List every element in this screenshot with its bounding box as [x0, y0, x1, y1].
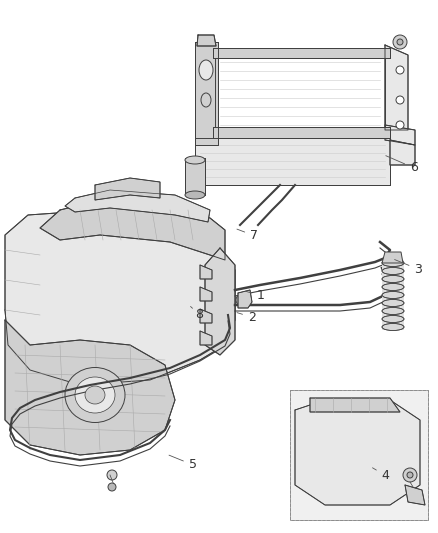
Ellipse shape [65, 367, 125, 423]
Circle shape [396, 121, 404, 129]
Ellipse shape [382, 260, 404, 266]
Polygon shape [95, 178, 160, 200]
Text: 5: 5 [169, 455, 197, 471]
Ellipse shape [382, 276, 404, 282]
Polygon shape [382, 260, 404, 330]
Bar [290, 390, 428, 520]
Polygon shape [310, 398, 400, 412]
Ellipse shape [382, 292, 404, 298]
Polygon shape [385, 45, 408, 130]
Polygon shape [40, 200, 225, 260]
Polygon shape [5, 320, 175, 455]
Ellipse shape [382, 300, 404, 306]
Circle shape [397, 39, 403, 45]
Circle shape [396, 96, 404, 104]
Ellipse shape [382, 284, 404, 290]
Polygon shape [195, 138, 390, 185]
Polygon shape [200, 287, 212, 301]
Polygon shape [390, 140, 415, 165]
Ellipse shape [185, 191, 205, 199]
Polygon shape [185, 158, 205, 195]
Circle shape [396, 66, 404, 74]
Polygon shape [205, 248, 235, 355]
Bar [290, 390, 428, 520]
Polygon shape [405, 485, 425, 505]
Text: 7: 7 [237, 229, 258, 242]
Text: 8: 8 [191, 306, 203, 321]
Polygon shape [197, 35, 216, 46]
Polygon shape [382, 252, 403, 263]
Ellipse shape [199, 60, 213, 80]
Ellipse shape [382, 268, 404, 274]
Ellipse shape [75, 377, 115, 413]
Text: 3: 3 [395, 260, 422, 276]
Polygon shape [213, 48, 390, 58]
Polygon shape [200, 309, 212, 323]
Circle shape [407, 472, 413, 478]
Text: 1: 1 [246, 289, 265, 302]
Circle shape [236, 294, 248, 306]
Polygon shape [215, 55, 385, 130]
Polygon shape [385, 125, 415, 145]
Circle shape [108, 483, 116, 491]
Polygon shape [65, 190, 210, 222]
Text: 4: 4 [372, 468, 389, 482]
Polygon shape [213, 127, 390, 138]
Ellipse shape [382, 308, 404, 314]
Polygon shape [295, 400, 420, 505]
Ellipse shape [85, 386, 105, 404]
Text: 2: 2 [237, 311, 256, 324]
Ellipse shape [201, 93, 211, 107]
Polygon shape [238, 290, 252, 308]
Ellipse shape [382, 316, 404, 322]
Circle shape [107, 470, 117, 480]
Text: 6: 6 [386, 156, 418, 174]
Circle shape [403, 468, 417, 482]
Polygon shape [195, 42, 218, 145]
Circle shape [393, 35, 407, 49]
Polygon shape [200, 265, 212, 279]
Ellipse shape [185, 156, 205, 164]
Ellipse shape [382, 324, 404, 330]
Polygon shape [200, 331, 212, 345]
Polygon shape [5, 210, 235, 385]
